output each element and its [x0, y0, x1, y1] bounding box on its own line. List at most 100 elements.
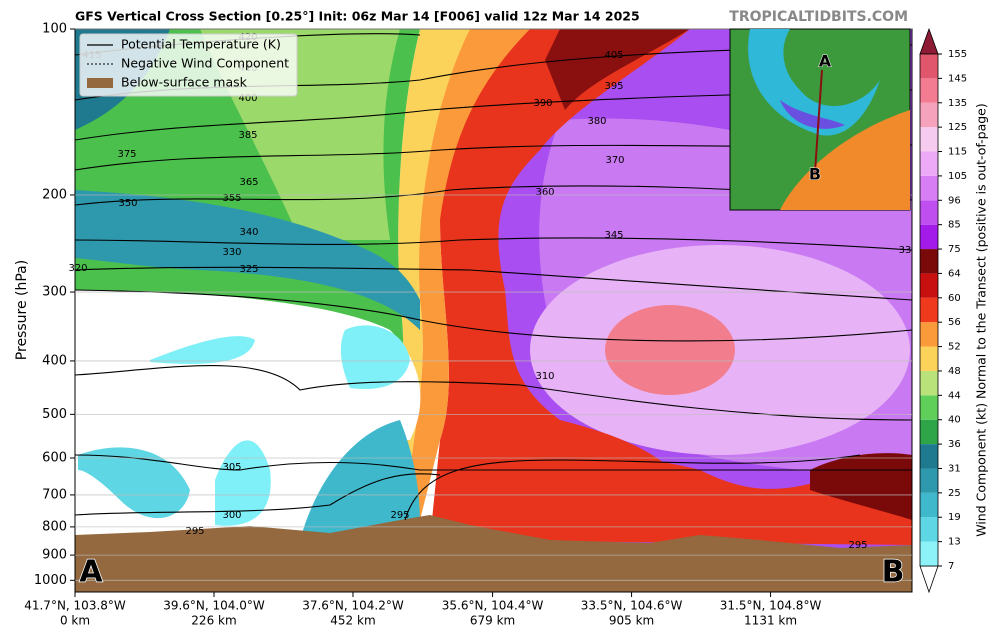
colorbar-band	[920, 541, 938, 566]
contour-label: 360	[535, 187, 554, 198]
colorbar-tick-label: 75	[948, 244, 961, 255]
colorbar-frame	[919, 53, 939, 567]
contour-label: 295	[185, 526, 204, 537]
x-tick-location: 35.6°N, 104.4°W	[442, 599, 544, 613]
contour-label: 305	[222, 462, 241, 473]
legend-label: Below-surface mask	[121, 75, 248, 90]
field-red-low	[440, 452, 912, 545]
x-tick-label: 905 km	[609, 614, 654, 628]
colorbar-tick-label: 44	[948, 390, 961, 401]
x-tick-label: 1131 km	[744, 614, 797, 628]
inset-core	[780, 100, 845, 129]
colorbar-tick-label: 105	[948, 171, 967, 182]
colorbar-tick-label: 115	[948, 147, 967, 158]
y-tick-label: 100	[42, 22, 67, 37]
y-tick-label: 700	[42, 487, 67, 502]
x-tick-location: 33.5°N, 104.6°W	[581, 599, 683, 613]
inset-label: B	[809, 165, 821, 184]
field-cyan-blob3	[78, 447, 190, 519]
colorbar-band	[920, 492, 938, 518]
colorbar-band	[920, 78, 938, 103]
contour-label: 395	[604, 81, 623, 92]
colorbar-tick-label: 52	[948, 342, 961, 353]
legend-label: Negative Wind Component	[121, 56, 289, 71]
y-tick-label: 500	[42, 407, 67, 422]
legend-label: Potential Temperature (K)	[121, 37, 281, 52]
field-pink	[605, 305, 735, 395]
colorbar-band	[920, 517, 938, 542]
x-tick-location: 39.6°N, 104.0°W	[163, 599, 265, 613]
legend-box	[79, 33, 298, 97]
colorbar-band	[920, 273, 938, 298]
colorbar-tick-label: 36	[948, 439, 961, 450]
x-tick-location: 31.5°N, 104.8°W	[720, 599, 822, 613]
colorbar-band	[920, 200, 938, 225]
colorbar-band	[920, 249, 938, 274]
colorbar-tick-label: 19	[948, 512, 961, 523]
contour-label: 380	[587, 116, 606, 127]
colorbar-tick-label: 135	[948, 98, 967, 109]
colorbar-band	[920, 370, 938, 396]
contour-label: 365	[239, 177, 258, 188]
y-tick-label: 400	[42, 353, 67, 368]
field-darkred	[545, 29, 690, 110]
source: TROPICALTIDBITS.COM	[729, 9, 908, 25]
colorbar-tick-label: 96	[948, 195, 961, 206]
colorbar-band	[920, 419, 938, 445]
contour-label: 405	[604, 50, 623, 61]
y-tick-label: 900	[42, 548, 67, 563]
x-tick-location: 41.7°N, 103.8°W	[24, 599, 126, 613]
contour-label: 325	[239, 264, 258, 275]
colorbar-tick-label: 85	[948, 220, 961, 231]
contour-label: 355	[222, 193, 241, 204]
x-tick-label: 679 km	[470, 614, 515, 628]
contour-label: 400	[238, 93, 257, 104]
colorbar-band	[920, 224, 938, 250]
y-tick-label: 300	[42, 285, 67, 300]
inset-cold	[748, 29, 880, 136]
isentrope	[75, 237, 912, 251]
isentrope	[75, 289, 912, 342]
endpoint-label: B	[882, 555, 905, 590]
isentrope	[75, 473, 441, 516]
legend-swatch	[87, 78, 113, 88]
isentrope	[75, 266, 912, 301]
contour-label: 350	[118, 198, 137, 209]
y-tick-label: 800	[42, 519, 67, 534]
field-red	[430, 29, 700, 545]
field-orange	[405, 29, 530, 520]
x-tick-location: 37.6°N, 104.2°W	[302, 599, 404, 613]
field-teal-band	[75, 190, 420, 330]
contour-label: 33	[899, 245, 912, 256]
contour-label: 300	[222, 510, 241, 521]
overlay: 4154204104003853753653553503403303253203…	[24, 22, 967, 628]
colorbar-tick-label: 7	[948, 561, 954, 572]
contour-label: 295	[848, 540, 867, 551]
contour-label: 330	[222, 247, 241, 258]
x-tick-label: 0 km	[60, 614, 90, 628]
contour-label: 345	[604, 230, 623, 241]
colorbar-tick-label: 56	[948, 317, 961, 328]
colorbar-tick-label: 155	[948, 49, 967, 60]
colorbar-tick-label: 145	[948, 73, 967, 84]
colorbar-band	[920, 395, 938, 420]
inset-warm	[780, 110, 910, 210]
field-cyan-blob2	[150, 336, 255, 364]
colorbar-tick-label: 13	[948, 537, 961, 548]
field-cyan-low	[300, 420, 420, 540]
isentrope	[404, 454, 861, 521]
isentrope	[75, 454, 912, 471]
colorbar-tick-label: 60	[948, 293, 961, 304]
y-tick-label: 600	[42, 451, 67, 466]
contour-label: 370	[605, 155, 624, 166]
colorbar-band	[920, 297, 938, 323]
colorbar-band	[920, 102, 938, 128]
colorbar-band	[920, 322, 938, 347]
y-tick-label: 200	[42, 187, 67, 202]
contour-label: 375	[117, 149, 136, 160]
field-terrain	[75, 515, 912, 592]
y-tick-label: 1000	[34, 573, 67, 588]
chart-title: GFS Vertical Cross Section [0.25°] Init:…	[75, 9, 640, 24]
endpoint-label: A	[79, 555, 103, 590]
contour-label: 340	[239, 227, 258, 238]
